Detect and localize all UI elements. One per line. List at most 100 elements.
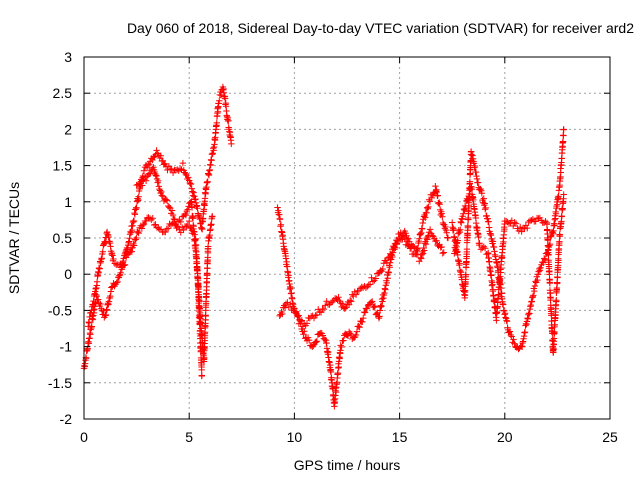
- data-point: [148, 216, 155, 223]
- data-point: [403, 238, 411, 245]
- data-point: [369, 298, 376, 305]
- data-point: [557, 169, 564, 176]
- data-point: [116, 272, 123, 279]
- data-point: [155, 183, 163, 190]
- data-point: [194, 267, 201, 275]
- data-point: [282, 255, 290, 262]
- data-point: [443, 229, 450, 237]
- data-point: [480, 195, 487, 202]
- data-point: [350, 292, 357, 300]
- data-point: [465, 216, 472, 223]
- data-point: [149, 156, 156, 164]
- data-point: [438, 243, 445, 251]
- data-point: [162, 196, 170, 203]
- data-point: [376, 313, 383, 320]
- data-point: [134, 181, 142, 188]
- data-point: [204, 243, 212, 250]
- data-point: [549, 336, 556, 344]
- data-point: [351, 288, 358, 295]
- data-point: [189, 192, 197, 199]
- data-point: [428, 194, 435, 202]
- data-point: [142, 217, 150, 225]
- data-point: [169, 211, 177, 219]
- data-point: [474, 179, 482, 186]
- data-point: [325, 348, 332, 356]
- data-point: [153, 172, 160, 180]
- data-point: [155, 225, 162, 232]
- data-point: [560, 126, 567, 133]
- data-point: [379, 298, 386, 305]
- data-point: [96, 265, 103, 273]
- data-point: [546, 279, 554, 287]
- data-point: [386, 250, 394, 257]
- data-point: [158, 192, 166, 199]
- axis-ticks: 0 5 10 15 20 25 -2 -1.5 -1 -0.5 0 0.5 1 1.5 2 2.5 3: [48, 49, 618, 445]
- data-point: [372, 275, 379, 282]
- y-tick-label: 1.5: [53, 158, 73, 174]
- data-point: [439, 213, 446, 221]
- data-point: [454, 237, 461, 244]
- data-point: [193, 258, 200, 265]
- data-point: [554, 274, 561, 281]
- data-point: [499, 301, 507, 308]
- data-point: [157, 152, 164, 159]
- data-point: [352, 331, 360, 339]
- data-point: [158, 188, 165, 196]
- data-point: [279, 310, 286, 318]
- data-point: [179, 159, 187, 167]
- data-point: [201, 195, 209, 202]
- data-point: [371, 302, 379, 310]
- data-point: [202, 300, 210, 307]
- data-point: [481, 245, 489, 252]
- data-point: [422, 240, 430, 248]
- data-point: [135, 229, 142, 237]
- data-point: [358, 283, 365, 291]
- data-point: [340, 337, 347, 344]
- data-point: [190, 189, 197, 196]
- data-point: [197, 332, 204, 340]
- data-point: [93, 278, 101, 286]
- data-point: [113, 279, 120, 286]
- data-point: [383, 259, 391, 267]
- data-point: [444, 234, 452, 242]
- data-point: [422, 214, 429, 221]
- data-point: [207, 161, 214, 169]
- data-point: [515, 227, 523, 235]
- data-point: [542, 218, 549, 225]
- data-point: [190, 228, 198, 236]
- data-point: [559, 138, 567, 145]
- data-point: [130, 217, 138, 225]
- data-point: [474, 224, 481, 232]
- data-points: [80, 83, 567, 410]
- data-point: [361, 309, 369, 316]
- data-point: [191, 236, 198, 243]
- y-tick-label: 0: [64, 266, 72, 282]
- data-point: [285, 272, 292, 279]
- data-point: [475, 233, 482, 241]
- data-point: [507, 331, 515, 339]
- data-point: [346, 330, 354, 337]
- data-point: [491, 298, 498, 305]
- data-point: [170, 215, 178, 223]
- data-point: [153, 147, 160, 154]
- data-point: [524, 224, 531, 232]
- data-point: [370, 304, 378, 311]
- data-point: [171, 216, 178, 223]
- data-point: [215, 100, 222, 107]
- data-point: [438, 210, 445, 217]
- data-point: [285, 303, 292, 311]
- data-point: [555, 193, 562, 200]
- data-point: [393, 241, 400, 248]
- data-point: [132, 236, 139, 243]
- data-point: [312, 312, 319, 319]
- data-point: [186, 217, 193, 225]
- data-point: [503, 318, 511, 325]
- data-point: [163, 197, 171, 204]
- data-point: [327, 368, 335, 376]
- data-point: [379, 265, 386, 273]
- data-point: [462, 204, 469, 212]
- data-point: [396, 235, 403, 242]
- data-point: [517, 223, 524, 231]
- data-point: [202, 312, 209, 320]
- data-point: [436, 201, 443, 208]
